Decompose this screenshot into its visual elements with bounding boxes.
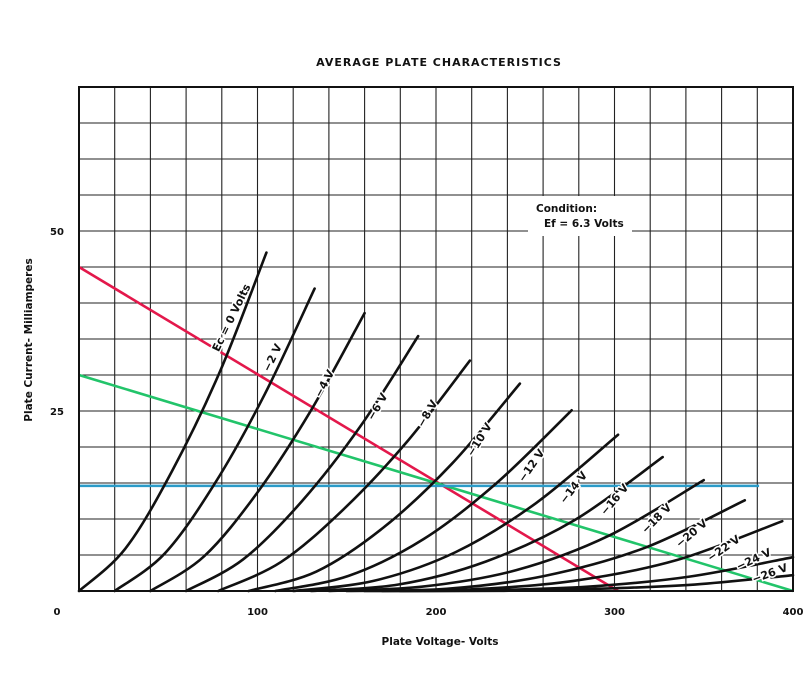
x-tick-label: 0 bbox=[54, 607, 61, 618]
tick-labels: 0 100 200 300 400 25 50 bbox=[50, 227, 803, 618]
plate-curve bbox=[309, 455, 664, 593]
plate-curve bbox=[184, 334, 420, 593]
condition-annotation: Condition: Ef = 6.3 Volts bbox=[528, 196, 632, 236]
x-axis-label: Plate Voltage- Volts bbox=[382, 636, 499, 648]
plate-curve bbox=[77, 251, 268, 593]
plate-curve bbox=[149, 311, 366, 593]
plate-curves bbox=[77, 251, 795, 593]
load-lines bbox=[78, 265, 794, 593]
x-tick-label: 200 bbox=[426, 607, 447, 618]
curve-label: −6 V bbox=[365, 390, 391, 422]
condition-line1: Condition: bbox=[536, 203, 597, 215]
x-tick-label: 300 bbox=[604, 607, 625, 618]
x-tick-label: 400 bbox=[783, 607, 804, 618]
x-tick-label: 100 bbox=[247, 607, 268, 618]
condition-line2: Ef = 6.3 Volts bbox=[544, 218, 624, 230]
plate-curve bbox=[327, 478, 706, 593]
plot-frame bbox=[78, 86, 794, 592]
curve-label: −10 V bbox=[464, 420, 495, 459]
y-tick-label: 25 bbox=[50, 407, 64, 418]
plate-curve bbox=[113, 287, 316, 593]
curve-label: −8 V bbox=[415, 397, 441, 429]
plate-curve bbox=[274, 408, 573, 593]
plate-curve bbox=[216, 359, 472, 593]
grid bbox=[79, 87, 793, 591]
chart-title: AVERAGE PLATE CHARACTERISTICS bbox=[316, 56, 562, 69]
red-load-line bbox=[78, 265, 619, 593]
curve-label: −4 V bbox=[312, 367, 337, 399]
y-tick-label: 50 bbox=[50, 227, 64, 238]
green-load-line bbox=[78, 373, 794, 593]
y-axis-label: Plate Current- Milliamperes bbox=[23, 258, 35, 421]
plate-curve bbox=[247, 382, 522, 593]
plate-curve bbox=[291, 433, 620, 593]
